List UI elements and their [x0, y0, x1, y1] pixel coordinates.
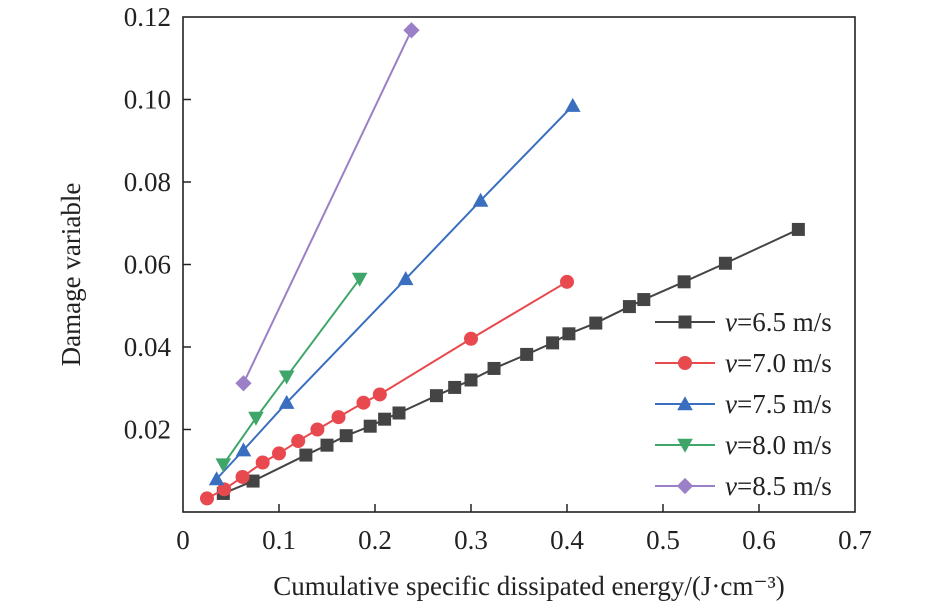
legend-marker	[677, 438, 693, 453]
data-point	[372, 387, 387, 402]
data-point	[791, 222, 805, 236]
legend-label-text: =7.0 m/s	[737, 348, 832, 378]
data-point	[310, 422, 325, 437]
data-point	[562, 327, 576, 341]
y-tick-label: 0.10	[124, 85, 171, 115]
legend-label-variable: v	[725, 307, 737, 337]
data-point	[331, 410, 346, 425]
data-point	[472, 192, 489, 207]
x-tick-label: 0	[176, 525, 190, 555]
legend-marker	[676, 477, 694, 495]
series-5	[235, 22, 420, 392]
y-tick-label: 0.12	[124, 2, 171, 32]
series-line	[242, 29, 413, 384]
data-point	[235, 469, 250, 484]
data-point	[677, 275, 691, 289]
data-point	[403, 22, 420, 39]
series-2	[200, 274, 574, 506]
data-point	[392, 406, 406, 420]
legend-item: v=7.0 m/s	[655, 348, 832, 378]
data-point	[235, 442, 252, 457]
legend-label-text: =6.5 m/s	[737, 307, 832, 337]
y-tick-label: 0.08	[124, 167, 171, 197]
legend-marker	[678, 315, 692, 329]
legend-label-variable: v	[725, 430, 737, 460]
legend-item: v=8.0 m/s	[655, 430, 832, 460]
data-point	[448, 380, 462, 394]
legend: v=6.5 m/sv=7.0 m/sv=7.5 m/sv=8.0 m/sv=8.…	[655, 307, 832, 501]
data-point	[429, 389, 443, 403]
data-point	[546, 336, 560, 350]
data-point	[637, 293, 651, 307]
legend-label-variable: v	[725, 471, 737, 501]
y-tick-label: 0.02	[124, 415, 171, 445]
data-point	[217, 482, 232, 497]
data-point	[363, 419, 377, 433]
x-tick-label: 0.1	[262, 525, 296, 555]
axis-ticks: 0 0.1 0.2 0.3 0.4 0.5 0.6 0.7 0.02 0.04 0.06 0.08 0.…	[124, 2, 872, 555]
series-line	[222, 278, 361, 466]
data-point	[487, 361, 501, 375]
data-point	[255, 455, 270, 470]
data-point	[718, 256, 732, 270]
legend-item: v=6.5 m/s	[655, 307, 832, 337]
x-tick-label: 0.6	[742, 525, 776, 555]
x-tick-label: 0.3	[454, 525, 488, 555]
data-point	[272, 446, 286, 461]
data-point	[278, 370, 295, 385]
legend-item: v=8.5 m/s	[655, 471, 832, 501]
data-point	[520, 347, 534, 361]
legend-label: v=6.5 m/s	[725, 307, 832, 337]
series-line	[215, 104, 574, 480]
data-point	[291, 434, 306, 449]
legend-label-variable: v	[725, 348, 737, 378]
x-tick-label: 0.5	[646, 525, 680, 555]
y-tick-label: 0.06	[124, 250, 171, 280]
data-point	[320, 438, 334, 452]
data-point	[339, 429, 353, 443]
legend-label-text: =8.5 m/s	[737, 471, 832, 501]
x-tick-label: 0.2	[358, 525, 392, 555]
x-tick-label: 0.4	[550, 525, 584, 555]
legend-label: v=8.0 m/s	[725, 430, 832, 460]
legend-label-text: =7.5 m/s	[737, 389, 832, 419]
data-point	[248, 411, 264, 426]
data-point	[356, 395, 371, 410]
data-series	[200, 22, 805, 506]
y-tick-label: 0.04	[124, 332, 172, 362]
data-point	[464, 373, 478, 387]
legend-label: v=7.5 m/s	[725, 389, 832, 419]
data-point	[589, 316, 603, 330]
series-3	[208, 97, 581, 486]
data-point	[378, 412, 392, 426]
data-point	[278, 394, 295, 409]
data-point	[464, 331, 478, 346]
series-1	[216, 222, 805, 500]
data-point	[351, 272, 368, 287]
data-point	[397, 271, 414, 286]
data-point	[215, 458, 232, 473]
data-point	[200, 491, 214, 506]
legend-label: v=8.5 m/s	[725, 471, 832, 501]
legend-marker	[677, 396, 693, 411]
legend-item: v=7.5 m/s	[655, 389, 832, 419]
data-point	[299, 448, 313, 462]
data-point	[564, 97, 581, 112]
data-point	[208, 471, 225, 486]
x-axis-title: Cumulative specific dissipated energy/(J…	[273, 571, 784, 601]
y-axis-title: Damage variable	[56, 183, 86, 367]
data-point	[622, 300, 636, 314]
legend-label-text: =8.0 m/s	[737, 430, 832, 460]
data-point	[560, 274, 574, 289]
legend-label: v=7.0 m/s	[725, 348, 832, 378]
data-point	[235, 375, 252, 392]
series-4	[215, 272, 368, 473]
data-point	[246, 474, 260, 488]
legend-marker	[678, 356, 692, 370]
x-tick-label: 0.7	[838, 525, 872, 555]
legend-label-variable: v	[725, 389, 737, 419]
